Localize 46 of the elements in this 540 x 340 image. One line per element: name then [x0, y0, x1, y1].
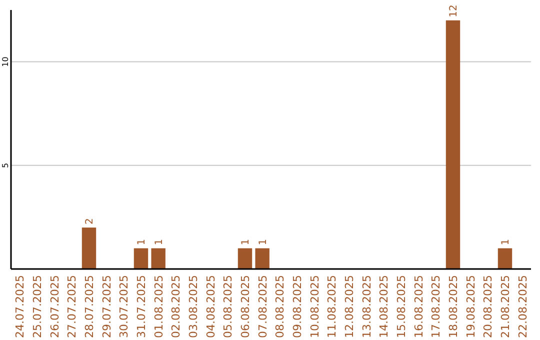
bar: [151, 248, 166, 269]
x-tick-label: 22.08.2025: [516, 275, 530, 338]
x-tick-label: 07.08.2025: [256, 275, 270, 338]
y-tick-label: 5: [1, 162, 10, 168]
data-label: 1: [136, 238, 148, 246]
bar: [238, 248, 252, 269]
x-tick-label: 15.08.2025: [395, 275, 408, 338]
x-tick-label: 24.07.2025: [14, 275, 27, 338]
bar: [255, 248, 270, 269]
x-tick-label: 02.08.2025: [170, 275, 183, 338]
x-tick-label: 25.07.2025: [31, 275, 44, 338]
bar: [446, 20, 460, 269]
x-tick-label: 10.08.2025: [308, 275, 322, 338]
x-tick-label: 16.08.2025: [412, 275, 426, 338]
data-label: 2: [84, 218, 96, 225]
data-label: 1: [154, 238, 165, 246]
x-tick-label: 20.08.2025: [482, 275, 495, 338]
x-tick-label: 05.08.2025: [222, 275, 235, 338]
x-tick-label: 27.07.2025: [66, 275, 79, 338]
x-tick-label: 03.08.2025: [187, 275, 200, 338]
x-tick-label: 26.07.2025: [48, 275, 62, 338]
bar: [134, 248, 148, 269]
y-tick-label: 10: [1, 56, 10, 67]
x-tick-label: 28.07.2025: [83, 275, 96, 338]
x-tick-label: 21.08.2025: [499, 275, 512, 338]
x-tick-label: 19.08.2025: [464, 275, 478, 338]
x-tick-label: 17.08.2025: [430, 275, 443, 338]
x-tick-label: 14.08.2025: [378, 275, 391, 338]
x-tick-label: 30.07.2025: [118, 275, 131, 338]
data-label: 12: [448, 4, 460, 18]
x-tick-label: 13.08.2025: [360, 275, 374, 338]
data-label: 1: [500, 238, 512, 246]
x-tick-label: 08.08.2025: [274, 275, 287, 338]
x-tick-label: 04.08.2025: [204, 275, 218, 338]
x-tick-label: 09.08.2025: [291, 275, 304, 338]
data-label: 1: [258, 238, 269, 246]
x-tick-label: 31.07.2025: [135, 275, 148, 338]
bar: [498, 248, 512, 269]
x-tick-label: 29.07.2025: [100, 275, 114, 338]
data-label: 1: [240, 238, 252, 246]
x-tick-label: 18.08.2025: [447, 275, 460, 338]
x-tick-label: 06.08.2025: [239, 275, 252, 338]
bar: [82, 228, 96, 269]
x-tick-label: 11.08.2025: [326, 275, 339, 338]
x-tick-label: 12.08.2025: [343, 275, 356, 338]
x-tick-label: 01.08.2025: [152, 275, 166, 338]
